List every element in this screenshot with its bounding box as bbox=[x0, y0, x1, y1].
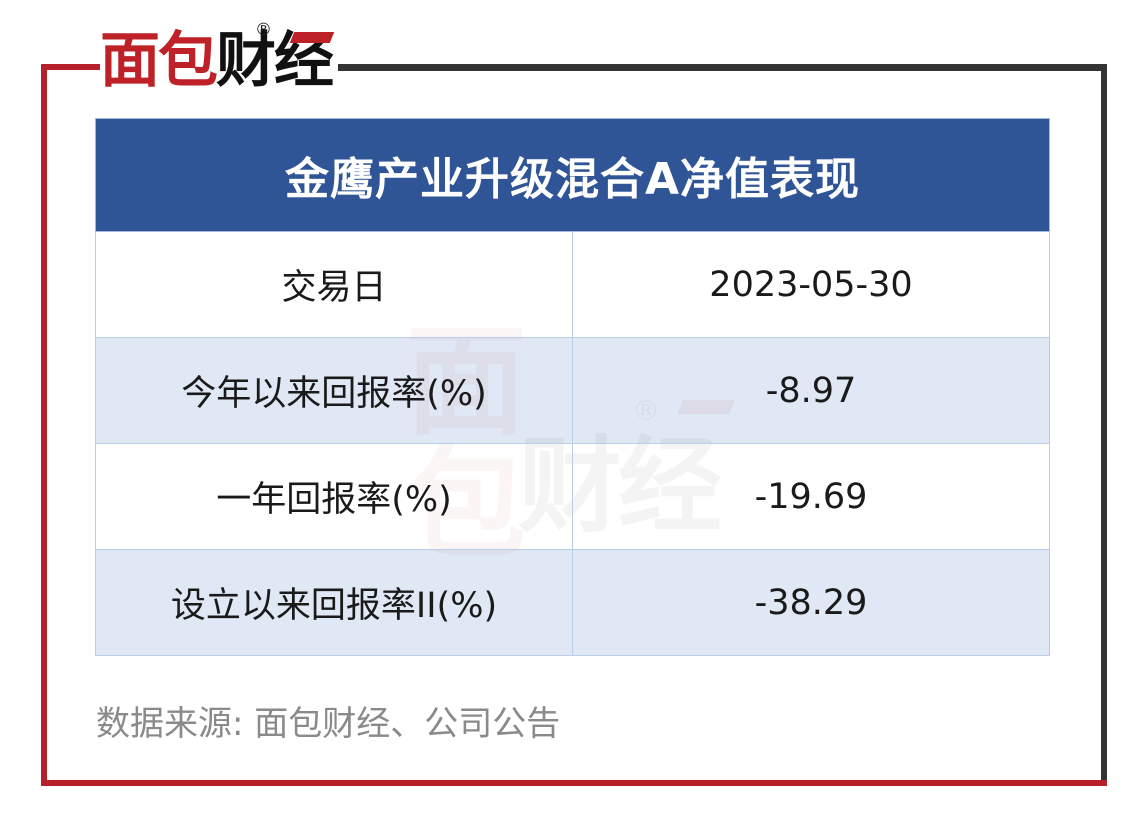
row-label-since-inception-return: 设立以来回报率II(%) bbox=[95, 549, 573, 656]
frame-top-red-segment bbox=[41, 64, 105, 70]
row-label-ytd-return: 今年以来回报率(%) bbox=[95, 337, 573, 444]
logo-red-accent-bar bbox=[289, 32, 335, 43]
performance-table: 金鹰产业升级混合A净值表现 交易日 2023-05-30 今年以来回报率(%) … bbox=[95, 118, 1050, 656]
data-source-note: 数据来源: 面包财经、公司公告 bbox=[96, 704, 561, 744]
table-row: 交易日 2023-05-30 bbox=[95, 231, 1050, 338]
frame-bottom-border bbox=[41, 780, 1107, 786]
row-label-trade-date: 交易日 bbox=[95, 231, 573, 338]
logo-red-characters: 面包 bbox=[100, 26, 218, 96]
performance-table-container: 金鹰产业升级混合A净值表现 交易日 2023-05-30 今年以来回报率(%) … bbox=[95, 118, 1050, 656]
row-label-one-year-return: 一年回报率(%) bbox=[95, 443, 573, 550]
row-value-ytd-return: -8.97 bbox=[572, 337, 1050, 444]
table-title: 金鹰产业升级混合A净值表现 bbox=[95, 118, 1050, 232]
table-row: 今年以来回报率(%) -8.97 bbox=[95, 337, 1050, 444]
frame-right-border bbox=[1101, 64, 1107, 786]
frame-left-border bbox=[41, 64, 47, 786]
row-value-trade-date: 2023-05-30 bbox=[572, 231, 1050, 338]
brand-logo: 面包 财经 ® bbox=[100, 18, 338, 96]
table-row: 设立以来回报率II(%) -38.29 bbox=[95, 549, 1050, 656]
table-header-row: 金鹰产业升级混合A净值表现 bbox=[95, 118, 1050, 232]
table-row: 一年回报率(%) -19.69 bbox=[95, 443, 1050, 550]
frame-top-dark-segment bbox=[318, 64, 1107, 71]
row-value-one-year-return: -19.69 bbox=[572, 443, 1050, 550]
registered-trademark-icon: ® bbox=[255, 20, 272, 40]
row-value-since-inception-return: -38.29 bbox=[572, 549, 1050, 656]
